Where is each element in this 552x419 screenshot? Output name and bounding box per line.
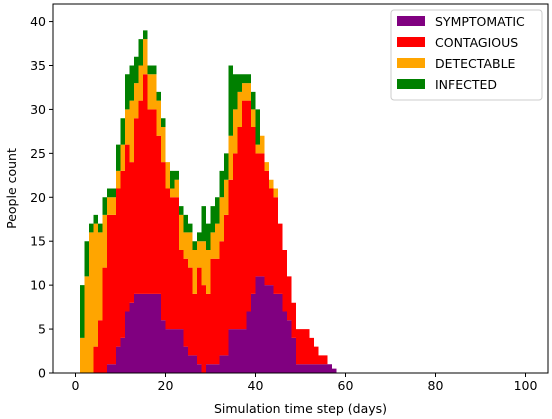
y-tick-label: 5 — [38, 322, 46, 337]
y-tick-label: 20 — [30, 190, 46, 205]
x-tick-label: 0 — [72, 378, 80, 393]
stacked-areas — [75, 30, 526, 374]
x-axis-ticks: 0 20 40 60 80 100 — [72, 373, 538, 393]
x-tick-label: 60 — [338, 378, 354, 393]
x-tick-label: 100 — [514, 378, 538, 393]
y-tick-label: 0 — [38, 366, 46, 381]
y-tick-label: 35 — [30, 58, 46, 73]
y-tick-label: 40 — [30, 14, 46, 29]
legend-swatch — [397, 37, 425, 47]
y-axis-ticks: 0 5 10 15 20 25 30 35 40 — [30, 14, 53, 381]
y-axis-label: People count — [4, 148, 19, 229]
x-tick-label: 80 — [428, 378, 444, 393]
legend-swatch — [397, 58, 425, 68]
legend-swatch — [397, 79, 425, 89]
legend-label: DETECTABLE — [435, 56, 516, 71]
x-tick-label: 20 — [158, 378, 174, 393]
legend-swatch — [397, 16, 425, 26]
legend-label: INFECTED — [435, 77, 497, 92]
x-tick-label: 40 — [248, 378, 264, 393]
legend-label: CONTAGIOUS — [435, 35, 518, 50]
area-series-contagious — [75, 74, 526, 373]
plot-frame — [52, 3, 549, 374]
y-tick-label: 15 — [30, 234, 46, 249]
x-axis-label: Simulation time step (days) — [214, 401, 387, 416]
legend-box — [390, 9, 543, 101]
y-tick-label: 25 — [30, 146, 46, 161]
y-tick-label: 10 — [30, 278, 46, 293]
y-tick-label: 30 — [30, 102, 46, 117]
legend: SYMPTOMATIC CONTAGIOUS DETECTABLE INFECTED — [390, 9, 543, 101]
legend-label: SYMPTOMATIC — [435, 14, 525, 29]
